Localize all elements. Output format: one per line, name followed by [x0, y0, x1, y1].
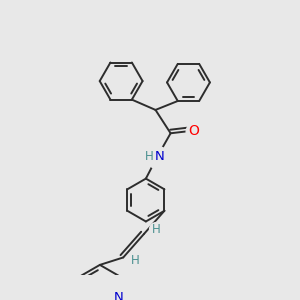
- Text: O: O: [188, 124, 200, 137]
- Text: N: N: [155, 150, 164, 163]
- Text: H: H: [145, 150, 154, 163]
- Text: H: H: [152, 223, 161, 236]
- Text: N: N: [114, 290, 123, 300]
- Text: H: H: [131, 254, 140, 267]
